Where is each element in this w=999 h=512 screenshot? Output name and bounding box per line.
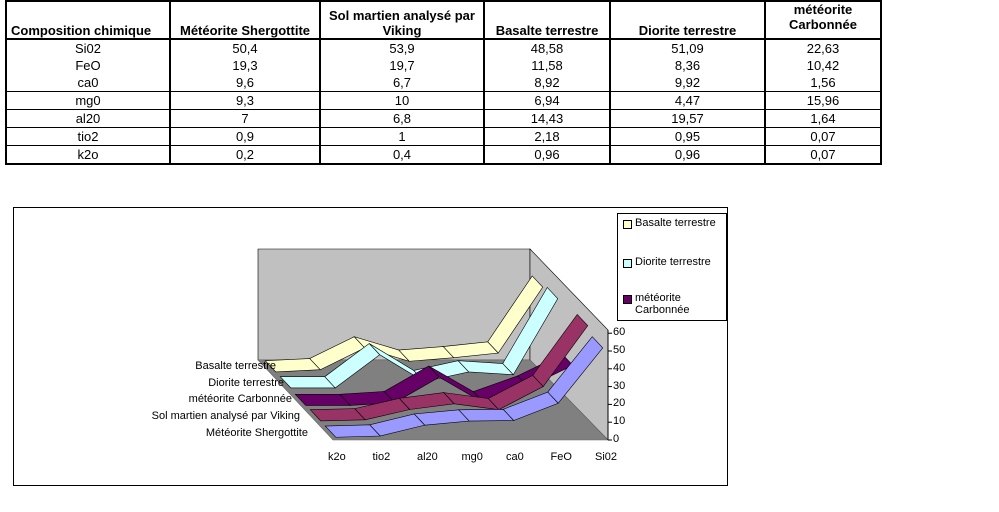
table-cell: 6,94 — [483, 91, 611, 110]
y-tick-label: 30 — [613, 379, 626, 392]
table-cell: 19,3 — [169, 57, 321, 74]
x-tick-label: ca0 — [506, 451, 524, 463]
table-row: al20 7 6,8 14,43 19,57 1,64 — [5, 109, 882, 128]
series-axis-label: Basalte terrestre — [195, 359, 276, 372]
table-cell: 53,9 — [319, 39, 485, 57]
table-row: ca0 9,6 6,7 8,92 9,92 1,56 — [5, 74, 882, 92]
series-segment — [502, 286, 559, 376]
table-cell: 6,8 — [319, 109, 485, 128]
table-cell: 50,4 — [169, 39, 321, 57]
x-tick-label: al20 — [417, 451, 438, 463]
legend-label: météorite Carbonnée — [635, 292, 690, 316]
table-cell: 0,2 — [169, 145, 321, 165]
legend: Basalte terrestre Diorite terrestre mété… — [617, 213, 727, 321]
legend-item: Diorite terrestre — [623, 256, 711, 268]
table-cell: al20 — [5, 109, 171, 128]
table-cell: 6,7 — [319, 74, 485, 92]
legend-item: météorite Carbonnée — [623, 292, 693, 316]
table-row: mg0 9,3 10 6,94 4,47 15,96 — [5, 91, 882, 110]
series-segment — [532, 313, 589, 388]
table-cell: 10,42 — [764, 57, 882, 74]
table-cell: 8,36 — [609, 57, 766, 74]
table-cell: ca0 — [5, 74, 171, 92]
table-cell: 7 — [169, 109, 321, 128]
col-header: Météorite Shergottite — [169, 0, 321, 40]
series-axis-label: météorite Carbonnée — [188, 393, 292, 406]
table-cell: 8,92 — [483, 74, 611, 92]
col-header: Sol martien analysé par Viking — [319, 0, 485, 40]
table-row: FeO 19,3 19,7 11,58 8,36 10,42 — [5, 57, 882, 74]
x-tick-label: tio2 — [372, 451, 391, 463]
table-cell: 14,43 — [483, 109, 611, 128]
legend-item: Basalte terrestre — [623, 217, 716, 229]
legend-swatch — [623, 259, 632, 268]
table-cell: mg0 — [5, 91, 171, 110]
table-row: tio2 0,9 1 2,18 0,95 0,07 — [5, 127, 882, 146]
table-cell: 0,07 — [764, 145, 882, 165]
table-row: Si02 50,4 53,9 48,58 51,09 22,63 — [5, 39, 882, 57]
legend-label: Diorite terrestre — [635, 256, 711, 268]
table-cell: 1 — [319, 127, 485, 146]
table-cell: 0,9 — [169, 127, 321, 146]
table-cell: Si02 — [5, 39, 171, 57]
table-cell: 15,96 — [764, 91, 882, 110]
table-cell: 22,63 — [764, 39, 882, 57]
table-cell: 4,47 — [609, 91, 766, 110]
y-tick-label: 20 — [613, 397, 626, 410]
table-cell: 19,57 — [609, 109, 766, 128]
series-axis-label: Météorite Shergottite — [205, 427, 308, 439]
table-cell: 0,96 — [483, 145, 611, 165]
x-tick-label: Si02 — [595, 451, 618, 463]
y-tick-label: 0 — [613, 433, 620, 445]
table-cell: FeO — [5, 57, 171, 74]
table-cell: 1,56 — [764, 74, 882, 92]
table-cell: 9,6 — [169, 74, 321, 92]
table-cell: 11,58 — [483, 57, 611, 74]
col-header: Basalte terrestre — [483, 0, 611, 40]
x-tick-label: k2o — [328, 451, 346, 463]
y-tick-label: 40 — [613, 361, 626, 374]
legend-swatch — [623, 295, 632, 304]
table-cell: 0,95 — [609, 127, 766, 146]
composition-table: Composition chimique Météorite Shergotti… — [5, 0, 882, 165]
series-segment — [487, 275, 544, 354]
table-cell: 0,96 — [609, 145, 766, 165]
col-header: météorite Carbonnée — [764, 0, 882, 40]
series-segment — [547, 336, 604, 404]
y-tick-label: 10 — [613, 415, 626, 428]
legend-label: Basalte terrestre — [635, 217, 716, 229]
table-cell: 1,64 — [764, 109, 882, 128]
table-cell: 51,09 — [609, 39, 766, 57]
table-cell: 19,7 — [319, 57, 485, 74]
table-cell: 48,58 — [483, 39, 611, 57]
x-tick-label: mg0 — [461, 451, 483, 463]
table-cell: 2,18 — [483, 127, 611, 146]
y-tick-label: 60 — [613, 326, 626, 339]
table-cell: 0,07 — [764, 127, 882, 146]
table-row: k2o 0,2 0,4 0,96 0,96 0,07 — [5, 145, 882, 165]
col-header: Composition chimique — [5, 0, 171, 40]
legend-swatch — [623, 220, 632, 229]
series-axis-label: Diorite terrestre — [208, 376, 284, 389]
y-tick-label: 50 — [613, 344, 626, 356]
col-header: Diorite terrestre — [609, 0, 766, 40]
table-cell: k2o — [5, 145, 171, 165]
table-cell: 9,3 — [169, 91, 321, 110]
series-axis-label: Sol martien analysé par Viking — [151, 410, 300, 423]
table-cell: 0,4 — [319, 145, 485, 165]
table-cell: 9,92 — [609, 74, 766, 92]
x-tick-label: FeO — [550, 451, 572, 463]
table-cell: tio2 — [5, 127, 171, 146]
chart-area — [13, 207, 728, 486]
table-cell: 10 — [319, 91, 485, 110]
